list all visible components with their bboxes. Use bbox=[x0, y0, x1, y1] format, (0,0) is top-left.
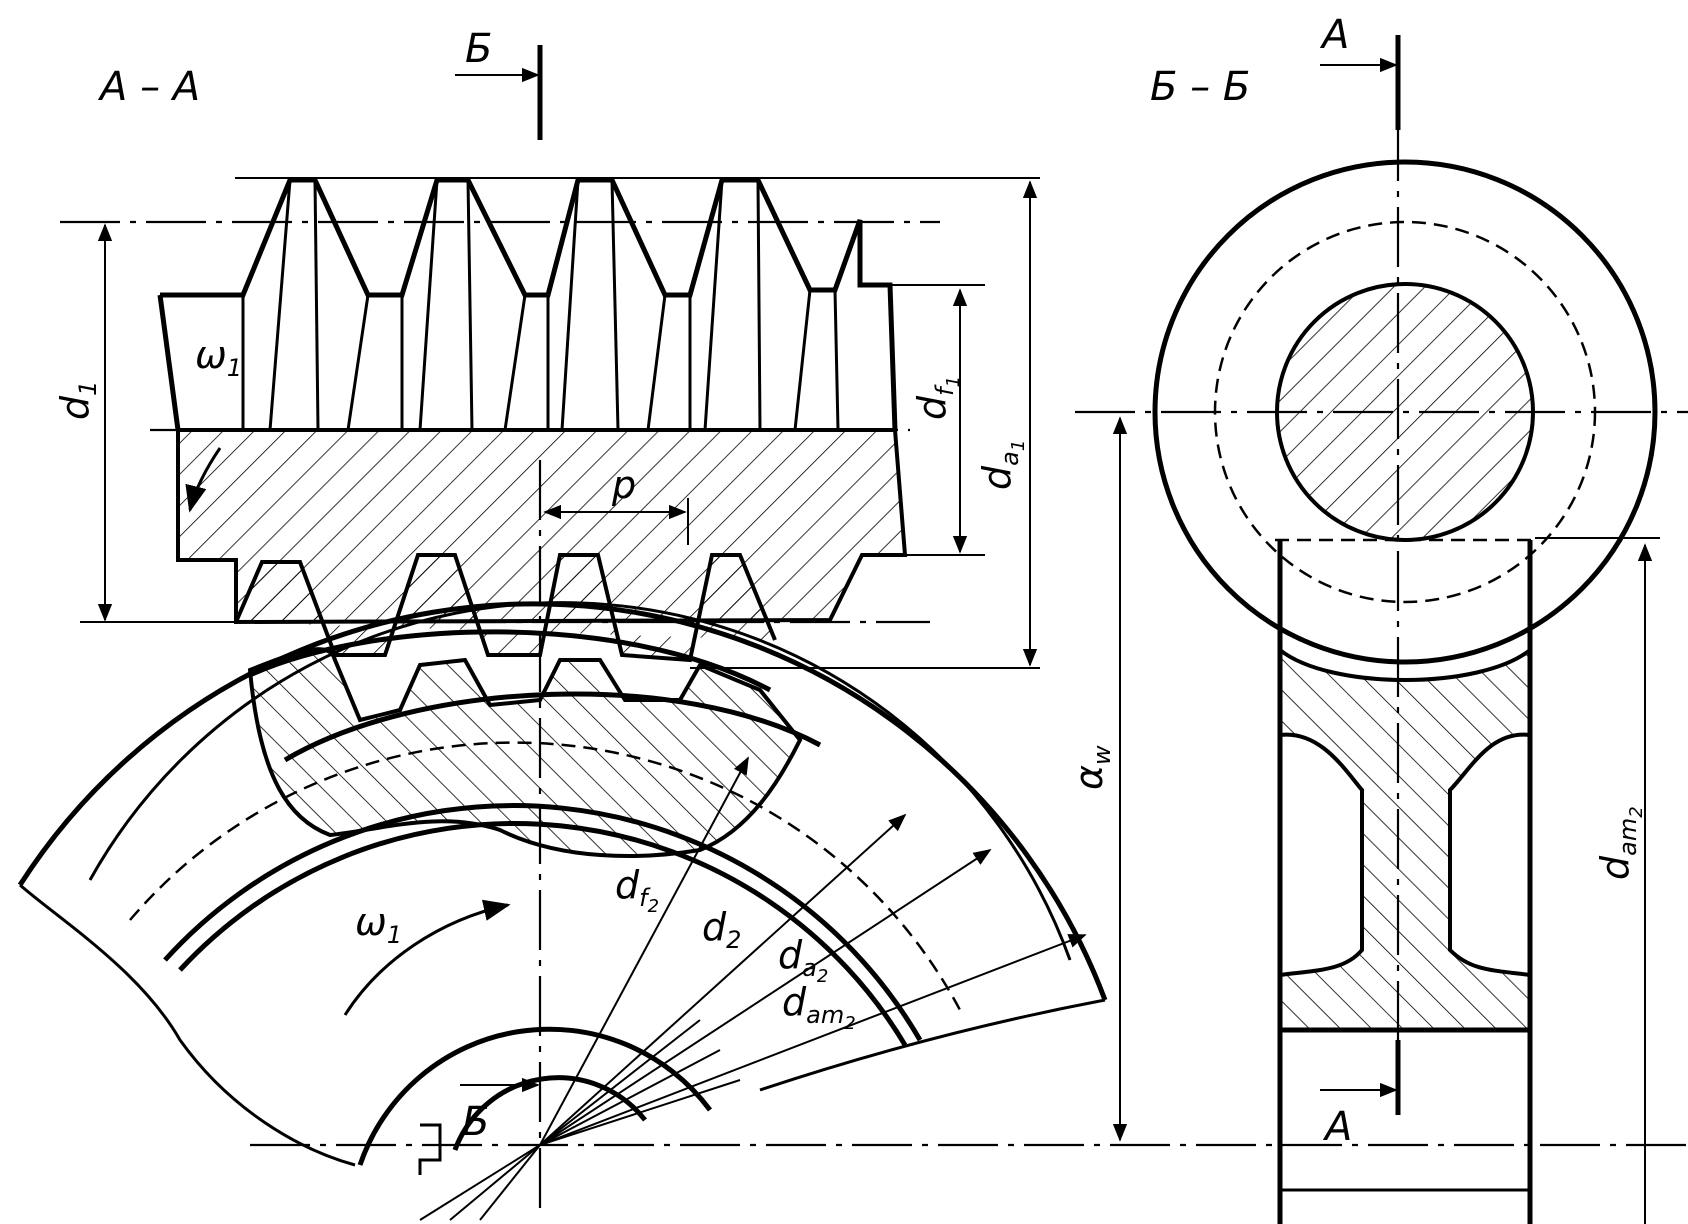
worm-dimensions bbox=[97, 180, 1038, 667]
omega-bottom-label: ω1 bbox=[355, 900, 402, 949]
section-label-bb: Б – Б bbox=[1150, 64, 1250, 110]
wheel-rim-section bbox=[1278, 645, 1532, 1032]
dim-dam2-wheel-label: dam2 bbox=[782, 980, 856, 1034]
dim-da1-label: da1 bbox=[975, 440, 1029, 490]
dim-dam2-side-label: dam2 bbox=[1593, 806, 1647, 880]
dim-df1-label: df1 bbox=[910, 376, 964, 420]
dim-d1-label: d1 bbox=[53, 381, 102, 420]
worm-wheel bbox=[17, 447, 1688, 1221]
worm-lower-teeth bbox=[234, 553, 777, 663]
worm-section bbox=[60, 45, 1040, 1210]
worm-upper-thread-outline bbox=[160, 177, 898, 431]
cut-label-a-bottom: А bbox=[1322, 1104, 1352, 1150]
wheel-teeth-hatch bbox=[247, 647, 803, 858]
dim-da2-label: da2 bbox=[778, 933, 828, 987]
cut-label-a-top: А bbox=[1319, 12, 1349, 58]
dim-aw-label: αw bbox=[1067, 745, 1116, 790]
section-label-aa: А – А bbox=[97, 64, 200, 110]
dim-df2-label: df2 bbox=[615, 863, 659, 917]
dim-d2-label: d2 bbox=[702, 905, 741, 954]
side-view bbox=[1075, 35, 1688, 1224]
dim-p-label: p bbox=[611, 463, 636, 507]
cut-label-b-bottom: Б bbox=[462, 1099, 489, 1145]
cut-label-b-top: Б bbox=[465, 26, 492, 72]
omega-top-label: ω1 bbox=[195, 333, 242, 382]
